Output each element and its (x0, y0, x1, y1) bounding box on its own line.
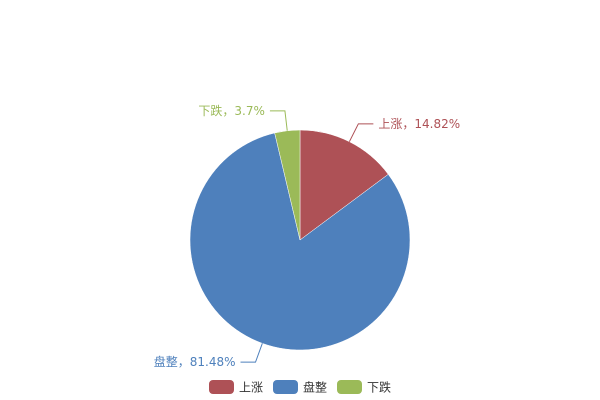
legend: 上涨 盘整 下跌 (209, 380, 391, 395)
legend-item[interactable]: 盘整 (273, 380, 327, 395)
legend-label: 上涨 (239, 380, 263, 395)
legend-item[interactable]: 下跌 (337, 380, 391, 395)
label-line (240, 343, 263, 363)
label-line (348, 123, 374, 142)
slice-label: 盘整，81.48% (154, 354, 236, 369)
legend-item[interactable]: 上涨 (209, 380, 263, 395)
pie-slice-1[interactable] (189, 132, 411, 351)
legend-label: 下跌 (367, 380, 391, 395)
legend-swatch (209, 380, 234, 394)
slice-label: 下跌，3.7% (198, 103, 265, 118)
slice-label: 上涨，14.82% (378, 116, 460, 131)
legend-swatch (337, 380, 362, 394)
legend-label: 盘整 (303, 380, 327, 395)
legend-swatch (273, 380, 298, 394)
label-line (269, 110, 288, 131)
